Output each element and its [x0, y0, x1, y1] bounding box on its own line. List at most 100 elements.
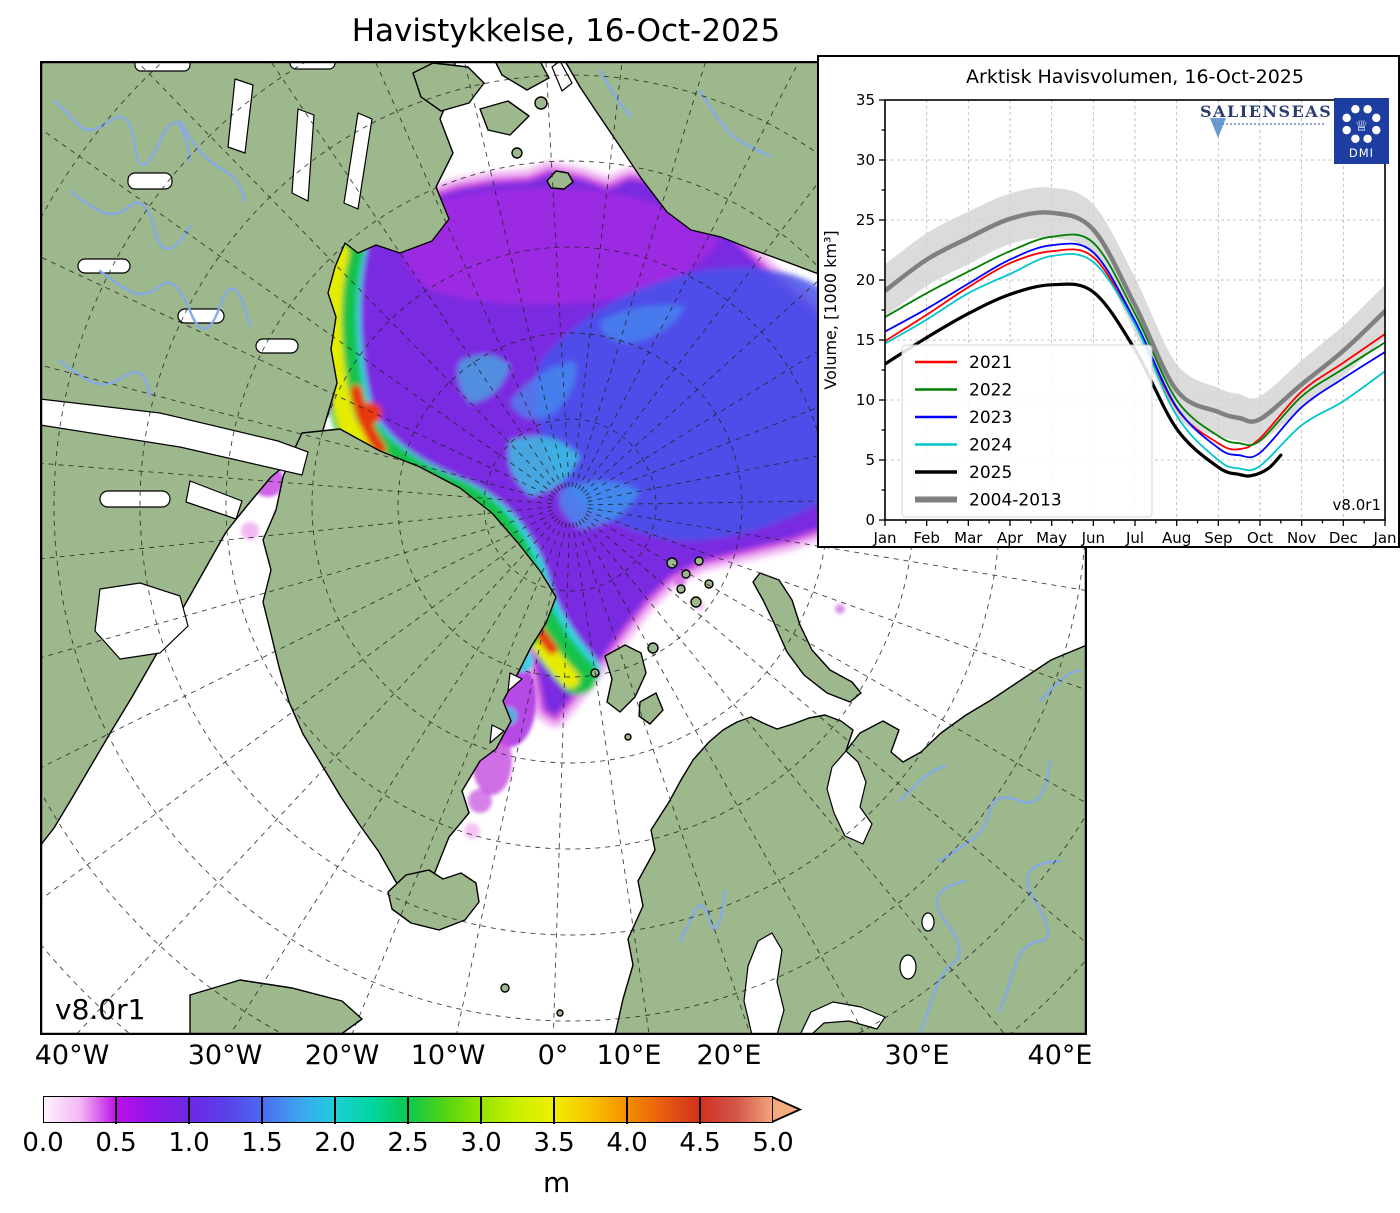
colorbar-label-0.0: 0.0: [22, 1128, 64, 1158]
map-border: [40, 61, 1087, 1035]
lon-label-40W: 40°W: [34, 1040, 110, 1071]
colorbar-label-3.5: 3.5: [533, 1128, 575, 1158]
colorbar-label-0.5: 0.5: [95, 1128, 137, 1158]
ice-lightblue-streak-3: [600, 305, 685, 343]
ice-cyan-streak-1: [508, 436, 580, 496]
land-svalbard-3: [647, 642, 659, 654]
x-tick-label-Jun-5: Jun: [1081, 529, 1105, 546]
colorbar-gradient: [43, 1096, 773, 1124]
y-tick-label-15: 15: [856, 331, 875, 349]
x-tick-label-Apr-3: Apr: [997, 529, 1024, 546]
colorbar-label-4.0: 4.0: [606, 1128, 648, 1158]
chart-version-label: v8.0r1: [1333, 496, 1381, 514]
ice-violet-patch: [398, 187, 720, 305]
lon-label-10E: 10°E: [596, 1040, 662, 1071]
lake-ladoga: [899, 954, 917, 980]
legend-label-2004-2013: 2004-2013: [969, 491, 1062, 511]
chart-plot-area: [885, 187, 1385, 478]
colorbar-arrow: [772, 1096, 803, 1123]
y-tick-label-30: 30: [856, 151, 875, 169]
chart-legend: 2021 2022 2023 2024 2025 2004-2013: [901, 344, 1153, 518]
colorbar-unit-label: m: [543, 1166, 571, 1199]
land-shetland: [556, 1009, 564, 1017]
land-iceland: [387, 869, 480, 931]
land-bear-island: [624, 733, 632, 741]
lon-label-20E: 20°E: [696, 1040, 762, 1071]
colorbar-tick: [626, 1097, 629, 1124]
thick-ice-red-spot: [360, 402, 382, 424]
x-tick-label-Feb-1: Feb: [913, 529, 940, 546]
dmi-logo: ♕ DMI: [1334, 98, 1389, 168]
legend-label-2024: 2024: [969, 436, 1012, 456]
lake-onega: [921, 912, 935, 932]
x-tick-label-Jul-6: Jul: [1125, 529, 1144, 546]
x-tick-label-May-4: May: [1036, 529, 1067, 546]
colorbar-label-2.0: 2.0: [314, 1128, 356, 1158]
x-tick-label-Mar-2: Mar: [954, 529, 983, 546]
colorbar-tick: [480, 1097, 483, 1124]
legend-label-2021: 2021: [969, 353, 1012, 373]
map-title: Havistykkelse, 16-Oct-2025: [351, 13, 781, 49]
legend-label-2023: 2023: [969, 408, 1012, 428]
colorbar-tick: [115, 1097, 118, 1124]
map-version-label: v8.0r1: [55, 993, 146, 1026]
dmi-logo-text: DMI: [1349, 146, 1374, 160]
y-tick-label-20: 20: [856, 271, 875, 289]
colorbar-tick: [699, 1097, 702, 1124]
ice-volume-inset-chart: 0 5 10 15 20 25 30 35 Jan Feb Mar Apr May Jun Jul Aug Se…: [817, 55, 1400, 548]
dmi-logo-dots: [1342, 105, 1381, 143]
colorbar-label-5.0: 5.0: [752, 1128, 794, 1158]
colorbar-label-1.0: 1.0: [168, 1128, 210, 1158]
salienseas-logo-text: SALIENSEAS: [1200, 102, 1333, 121]
gulf-of-finland: [799, 1001, 886, 1035]
salienseas-logo: SALIENSEAS: [1200, 102, 1333, 138]
x-tick-label-Oct-9: Oct: [1247, 529, 1273, 546]
y-tick-label-25: 25: [856, 211, 875, 229]
land-faroe: [500, 983, 510, 993]
gulf-of-bothnia: [743, 932, 785, 1035]
land-euro-russia: [614, 644, 1087, 1035]
land-greenland: [262, 428, 557, 906]
crown-icon: ♕: [1355, 117, 1368, 135]
graticule: [40, 61, 1087, 1035]
lon-label-30E: 30°E: [884, 1040, 950, 1071]
x-tick-label-Sep-8: Sep: [1204, 529, 1232, 546]
y-tick-label-10: 10: [856, 391, 875, 409]
series-line-2004-2013: [885, 210, 1385, 424]
lon-label-20W: 20°W: [304, 1040, 380, 1071]
lon-label-0: 0°: [537, 1040, 569, 1071]
climatology-band: [885, 187, 1385, 445]
land-franz-josef: [666, 556, 714, 608]
y-tick-label-35: 35: [856, 91, 875, 109]
colorbar-label-2.5: 2.5: [387, 1128, 429, 1158]
series-line-2024: [885, 253, 1385, 472]
land-severnaya-zemlya: [412, 61, 550, 159]
legend-label-2025: 2025: [969, 463, 1012, 483]
lon-label-10W: 10°W: [410, 1040, 486, 1071]
y-tick-label-0: 0: [865, 511, 875, 529]
land-island-in-ice: [546, 170, 574, 190]
x-tick-label-Jan-0: Jan: [872, 529, 896, 546]
colorbar-tick: [261, 1097, 264, 1124]
lon-label-40E: 40°E: [1027, 1040, 1093, 1071]
colorbar-tick: [188, 1097, 191, 1124]
sea-channels: [40, 61, 935, 1035]
colorbar-label-3.0: 3.0: [460, 1128, 502, 1158]
chart-ylabel: Volume, [1000 km³]: [821, 230, 840, 389]
chart-title: Arktisk Havisvolumen, 16-Oct-2025: [966, 66, 1304, 88]
rivers: [53, 69, 1082, 1035]
ice-cyan-streak-2: [457, 354, 510, 403]
ice-lightblue-streak-1: [559, 481, 640, 529]
x-tick-label-Aug-7: Aug: [1162, 529, 1191, 546]
land-labrador-strip: [189, 979, 363, 1035]
colorbar-label-4.5: 4.5: [679, 1128, 721, 1158]
colorbar-tick: [407, 1097, 410, 1124]
legend-label-2022: 2022: [969, 381, 1012, 401]
colorbar-tick: [553, 1097, 556, 1124]
x-tick-label-Dec-11: Dec: [1329, 529, 1358, 546]
y-tick-label-5: 5: [865, 451, 875, 469]
white-sea: [826, 750, 873, 845]
lon-label-30W: 30°W: [187, 1040, 263, 1071]
